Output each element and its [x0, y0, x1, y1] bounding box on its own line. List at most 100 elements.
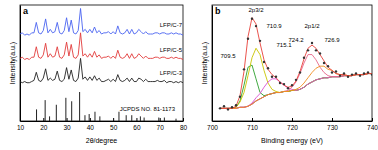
- data-point: [351, 73, 353, 75]
- series-line: [220, 66, 372, 108]
- stick: [94, 112, 95, 121]
- stick: [79, 92, 80, 121]
- x-tick-label: 20: [40, 124, 48, 131]
- data-point: [223, 105, 225, 107]
- data-point: [243, 68, 245, 70]
- data-point: [315, 49, 317, 51]
- annotation: 715.1: [276, 42, 292, 48]
- y-axis: [212, 6, 213, 122]
- x-tick: 720: [287, 118, 298, 131]
- x-tick-label: 720: [287, 124, 298, 131]
- x-tick: 710: [247, 118, 258, 131]
- marks: [20, 8, 183, 121]
- x-tick-mark: [67, 118, 68, 121]
- data-point: [371, 73, 372, 75]
- x-tick-label: 50: [110, 124, 118, 131]
- x-tick-mark: [372, 118, 373, 121]
- labels: LFP/C-7LFP/C-5LFP/C-3JCPDS NO. 81-1173a2…: [9, 6, 183, 145]
- data-point: [279, 82, 281, 84]
- x-tick-mark: [136, 118, 137, 121]
- stick: [144, 118, 145, 121]
- data-point: [287, 87, 289, 89]
- series-label: JCPDS NO. 81-1173: [120, 106, 176, 112]
- annotation: 2p3/2: [248, 7, 264, 13]
- annotation: 709.5: [220, 53, 236, 59]
- panel-title: b: [215, 6, 221, 16]
- marks: [219, 18, 372, 111]
- panel: 1020304050607080LFP/C-7LFP/C-5LFP/C-3JCP…: [9, 5, 187, 145]
- data-point: [331, 71, 333, 73]
- x-axis-line: [213, 121, 373, 122]
- stick: [65, 98, 66, 121]
- series-line: [220, 18, 372, 109]
- data-point: [327, 65, 329, 67]
- data-point: [255, 25, 257, 27]
- x-tick-label: 700: [207, 124, 218, 131]
- data-point: [251, 18, 253, 20]
- y-axis: [20, 6, 21, 122]
- x-tick-mark: [183, 118, 184, 121]
- x-tick-mark: [332, 118, 333, 121]
- x-tick-label: 70: [157, 124, 165, 131]
- annotation: 2p1/2: [304, 23, 320, 29]
- data-point: [335, 70, 337, 72]
- x-tick: 740: [367, 118, 378, 131]
- data-point: [271, 76, 273, 78]
- data-point: [295, 79, 297, 81]
- series-label: LFP/C-5: [160, 47, 183, 53]
- series-line: [20, 8, 183, 35]
- plot-frame: [212, 5, 372, 121]
- y-axis-line: [20, 6, 21, 122]
- panel: 7007107207307402p3/2710.9715.1709.5724.2…: [201, 5, 378, 145]
- x-tick: 40: [87, 118, 95, 131]
- stick: [36, 109, 37, 121]
- x-axis-title: Binding energy (eV): [261, 137, 323, 145]
- x-tick-label: 730: [327, 124, 338, 131]
- data-point: [247, 38, 249, 40]
- x-tick: 730: [327, 118, 338, 131]
- stick: [126, 115, 127, 121]
- x-tick-mark: [113, 118, 114, 121]
- x-axis-title: 2θ/degree: [86, 137, 118, 145]
- y-axis-title: Intensity(a.u.): [201, 42, 209, 84]
- x-tick: 60: [133, 118, 141, 131]
- plot-frame: [20, 5, 183, 121]
- x-tick-label: 80: [180, 124, 188, 131]
- annotation: 724.2: [288, 37, 304, 43]
- figure: 1020304050607080LFP/C-7LFP/C-5LFP/C-3JCP…: [0, 0, 378, 150]
- data-point: [363, 72, 365, 74]
- data-point: [367, 71, 369, 73]
- stick: [56, 105, 57, 121]
- x-tick: 30: [63, 118, 71, 131]
- data-point: [259, 40, 261, 42]
- stick: [164, 118, 165, 121]
- data-point: [319, 52, 321, 54]
- stick: [158, 118, 159, 121]
- series-label: LFP/C-7: [160, 22, 183, 28]
- labels: 2p3/2710.9715.1709.5724.22p1/2726.9bBind…: [201, 6, 340, 145]
- panel-title: a: [23, 6, 29, 16]
- data-point: [311, 42, 313, 44]
- x-tick-label: 60: [133, 124, 141, 131]
- data-point: [231, 106, 233, 108]
- data-point: [291, 84, 293, 86]
- x-axis: 700 710 720 730 740: [207, 118, 378, 131]
- stick: [140, 116, 141, 121]
- x-tick-label: 10: [17, 124, 25, 131]
- data-point: [323, 62, 325, 64]
- data-point: [299, 71, 301, 73]
- data-point: [267, 67, 269, 69]
- x-tick-mark: [252, 118, 253, 121]
- data-point: [283, 83, 285, 85]
- x-tick: 50: [110, 118, 118, 131]
- x-tick-label: 40: [87, 124, 95, 131]
- x-tick-mark: [43, 118, 44, 121]
- stick: [71, 101, 72, 121]
- x-tick: 70: [157, 118, 165, 131]
- x-tick-mark: [292, 118, 293, 121]
- data-point: [275, 76, 277, 78]
- stick: [45, 100, 46, 121]
- x-tick-label: 740: [367, 124, 378, 131]
- x-tick-label: 710: [247, 124, 258, 131]
- data-point: [219, 107, 221, 109]
